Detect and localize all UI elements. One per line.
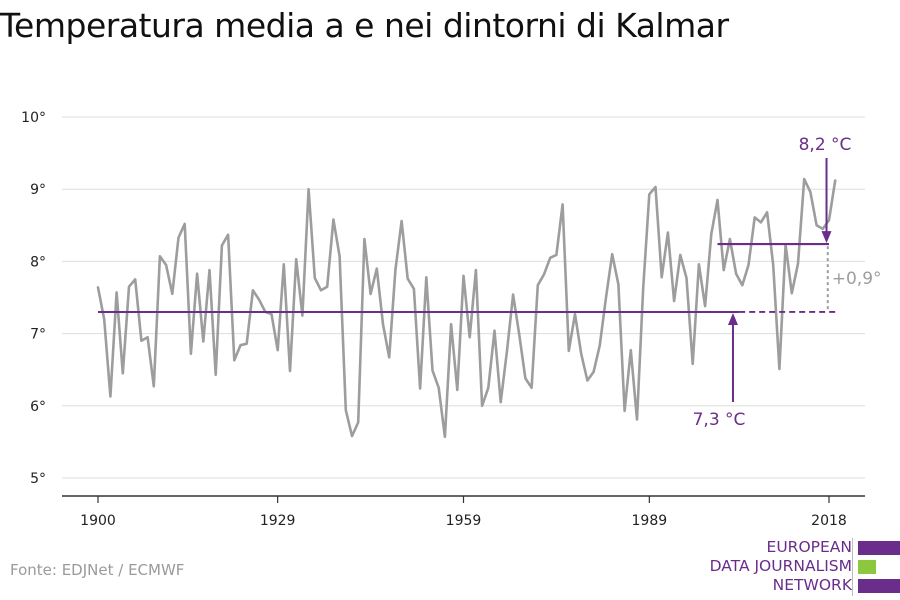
y-tick-label: 7° — [30, 327, 46, 343]
chart-title: Temperatura media a e nei dintorni di Ka… — [0, 6, 729, 45]
x-tick-label: 1929 — [260, 513, 296, 529]
baseline-average-label: 7,3 °C — [693, 410, 746, 430]
y-tick-label: 8° — [30, 254, 46, 270]
logo-bar-middle — [858, 560, 876, 574]
logo-bar-bottom — [858, 579, 900, 593]
logo-line-3: NETWORK — [772, 576, 852, 594]
x-tick-label: 1900 — [80, 513, 116, 529]
baseline-average-arrow-head — [727, 312, 738, 325]
y-tick-label: 10° — [21, 110, 46, 126]
x-tick-label: 1959 — [446, 513, 482, 529]
x-tick-label: 2018 — [811, 513, 847, 529]
temperature-series-line — [96, 177, 837, 439]
y-tick-label: 6° — [30, 399, 46, 415]
logo-wordmark: EUROPEAN DATA JOURNALISM NETWORK — [710, 538, 852, 595]
logo-line-2: DATA JOURNALISM — [709, 557, 852, 575]
y-tick-label: 5° — [30, 471, 46, 487]
source-credit: Fonte: EDJNet / ECMWF — [10, 561, 185, 579]
x-tick-label: 1989 — [632, 513, 668, 529]
logo-bar-top — [858, 541, 900, 555]
difference-label: +0,9° — [832, 269, 882, 289]
y-tick-label: 9° — [30, 182, 46, 198]
recent-average-label: 8,2 °C — [799, 135, 852, 155]
recent-average-arrow-head — [821, 231, 832, 244]
edjnet-logo: EUROPEAN DATA JOURNALISM NETWORK — [690, 538, 900, 596]
logo-divider — [852, 538, 853, 596]
logo-line-1: EUROPEAN — [766, 538, 852, 556]
